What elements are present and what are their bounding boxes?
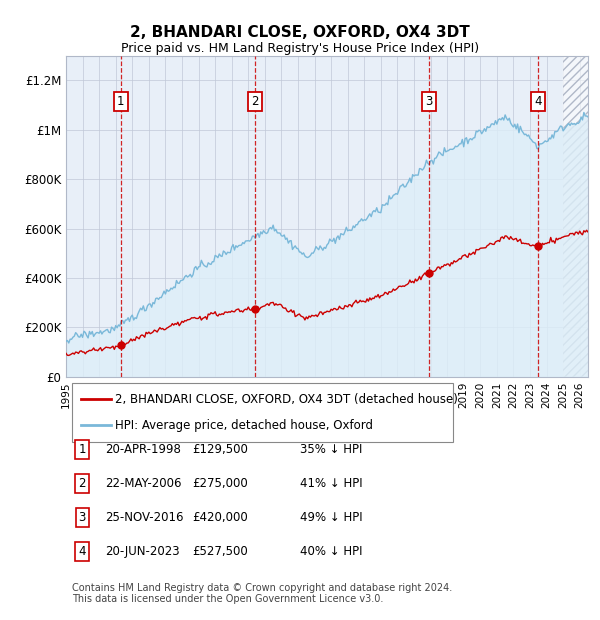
Text: 3: 3 (425, 95, 433, 108)
Text: 3: 3 (79, 511, 86, 524)
Text: 2, BHANDARI CLOSE, OXFORD, OX4 3DT: 2, BHANDARI CLOSE, OXFORD, OX4 3DT (130, 25, 470, 40)
Text: Price paid vs. HM Land Registry's House Price Index (HPI): Price paid vs. HM Land Registry's House … (121, 42, 479, 55)
Text: 20-JUN-2023: 20-JUN-2023 (105, 545, 179, 558)
Text: Contains HM Land Registry data © Crown copyright and database right 2024.
This d: Contains HM Land Registry data © Crown c… (72, 583, 452, 604)
Text: 25-NOV-2016: 25-NOV-2016 (105, 511, 184, 524)
Text: 35% ↓ HPI: 35% ↓ HPI (300, 443, 362, 456)
Text: 4: 4 (79, 545, 86, 558)
Text: £129,500: £129,500 (192, 443, 248, 456)
Text: 22-MAY-2006: 22-MAY-2006 (105, 477, 182, 490)
Text: 49% ↓ HPI: 49% ↓ HPI (300, 511, 362, 524)
Text: 1: 1 (79, 443, 86, 456)
Text: 2, BHANDARI CLOSE, OXFORD, OX4 3DT (detached house): 2, BHANDARI CLOSE, OXFORD, OX4 3DT (deta… (115, 393, 458, 406)
Text: 2: 2 (79, 477, 86, 490)
Text: £420,000: £420,000 (192, 511, 248, 524)
Text: £527,500: £527,500 (192, 545, 248, 558)
Text: 20-APR-1998: 20-APR-1998 (105, 443, 181, 456)
Bar (563, 56, 588, 376)
Text: £275,000: £275,000 (192, 477, 248, 490)
Text: 41% ↓ HPI: 41% ↓ HPI (300, 477, 362, 490)
Text: 1: 1 (117, 95, 124, 108)
Text: HPI: Average price, detached house, Oxford: HPI: Average price, detached house, Oxfo… (115, 418, 373, 432)
Text: 2: 2 (251, 95, 259, 108)
Text: 40% ↓ HPI: 40% ↓ HPI (300, 545, 362, 558)
Bar (563, 56, 588, 376)
Text: 4: 4 (534, 95, 542, 108)
